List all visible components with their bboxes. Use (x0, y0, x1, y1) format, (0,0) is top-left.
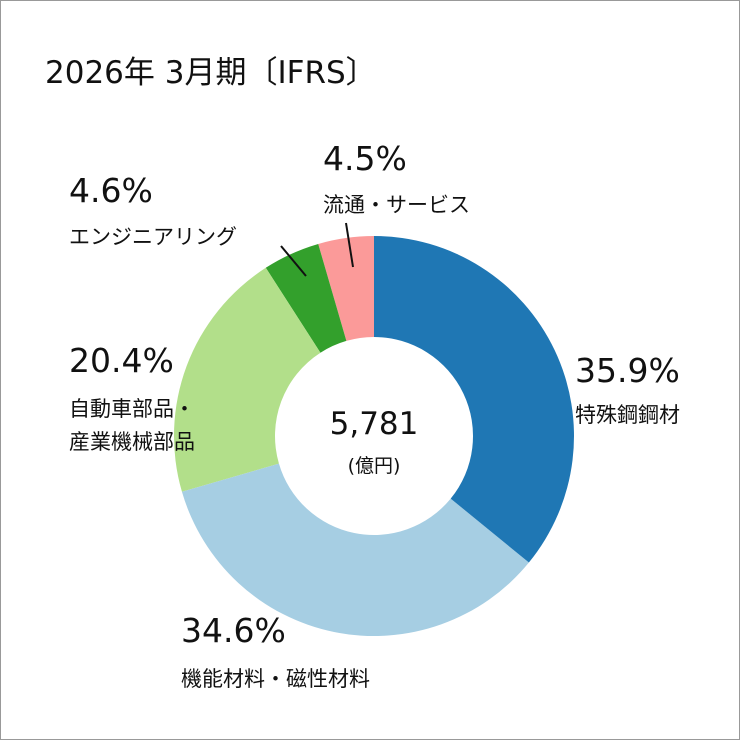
leader-line (345, 222, 354, 268)
donut-segment (265, 243, 347, 353)
category-label: 機能材料・磁性材料 (181, 667, 370, 691)
donut-segment (174, 267, 321, 492)
value-label: 35.9% (575, 351, 680, 390)
category-label: 流通・サービス (323, 193, 470, 217)
chart-title: 2026年 3月期〔IFRS〕 (45, 55, 377, 91)
category-label: 特殊鋼鋼材 (575, 403, 680, 427)
category-label: エンジニアリング (69, 225, 237, 249)
leader-line (280, 245, 307, 277)
donut-segment (181, 463, 529, 637)
donut-segment (318, 236, 374, 341)
value-label: 20.4% (69, 341, 174, 380)
center-total: 5,781 (329, 406, 419, 442)
value-label: 4.5% (323, 139, 407, 178)
category-label: 自動車部品・ 産業機械部品 (69, 397, 195, 454)
value-label: 4.6% (69, 171, 153, 210)
center-unit: (億円) (347, 455, 401, 477)
donut-segment (374, 236, 574, 563)
value-label: 34.6% (181, 611, 286, 650)
